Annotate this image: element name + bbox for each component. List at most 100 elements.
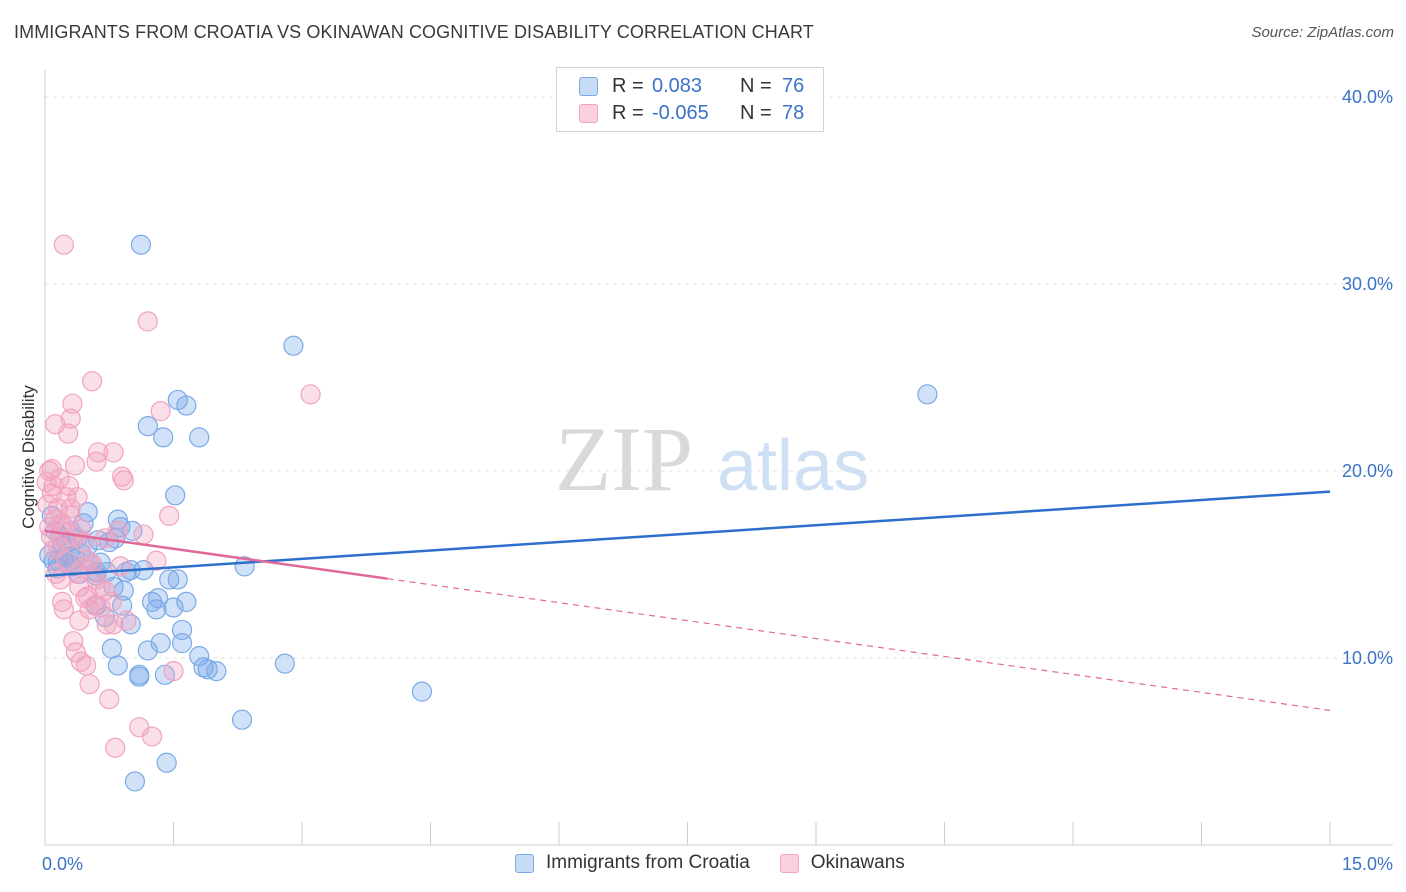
data-point (129, 664, 150, 685)
trend-lines (44, 490, 1331, 711)
data-point (113, 470, 134, 491)
data-point (124, 771, 146, 792)
legend-row-okinawans: R = -0.065 N = 78 (579, 101, 804, 125)
data-point (69, 610, 90, 631)
data-point (70, 518, 92, 540)
data-point (107, 520, 128, 541)
data-point (58, 423, 79, 444)
data-point (116, 610, 137, 631)
data-point (60, 498, 81, 519)
data-point (50, 515, 71, 536)
data-point (67, 487, 88, 508)
data-point (150, 632, 171, 654)
data-point (105, 737, 126, 758)
legend-r-value: -0.065 (652, 101, 709, 124)
data-point (47, 535, 68, 556)
data-point (82, 554, 103, 575)
data-point (76, 655, 97, 676)
grid-lines (45, 96, 1393, 659)
series-okinawans (36, 234, 321, 758)
legend-item-okinawans[interactable]: Okinawans (779, 852, 905, 874)
data-point (96, 614, 117, 635)
legend-n-value: 78 (782, 101, 805, 124)
data-point (176, 591, 197, 613)
y-axis-label: Cognitive Disability (19, 385, 38, 529)
data-point (58, 475, 80, 497)
trend-line-okinawans-extrapolated (387, 578, 1331, 711)
data-point (60, 408, 81, 429)
data-point (137, 311, 158, 332)
data-point (64, 455, 86, 476)
watermark-atlas: atlas (717, 426, 869, 506)
data-point (137, 640, 158, 661)
data-point (150, 401, 171, 422)
legend-label-croatia: Immigrants from Croatia (546, 852, 750, 873)
data-point (171, 632, 193, 654)
stats-legend: R = 0.083 N = 76 R = -0.065 N = 78 (556, 67, 824, 132)
legend-n-label: N = (740, 74, 772, 97)
watermark-zip: ZIP (555, 408, 693, 510)
data-point (300, 384, 321, 405)
data-point (156, 752, 177, 773)
legend-n-label: N = (740, 101, 772, 124)
chart-title: IMMIGRANTS FROM CROATIA VS OKINAWAN COGN… (14, 22, 814, 42)
legend-r-label: R = (612, 101, 644, 124)
data-point (103, 614, 124, 635)
data-point (176, 395, 197, 416)
data-point (41, 459, 62, 480)
watermark: ZIP atlas (555, 408, 869, 510)
series-points (36, 234, 938, 792)
data-point (231, 709, 253, 730)
legend-swatch-okinawans (779, 853, 799, 873)
legend-r-label: R = (612, 74, 644, 97)
legend-item-croatia[interactable]: Immigrants from Croatia (515, 852, 750, 874)
data-point (99, 689, 120, 710)
data-point (94, 580, 116, 601)
data-point (53, 599, 74, 620)
data-point (82, 371, 103, 392)
data-point (153, 427, 174, 448)
legend-n-value: 76 (782, 74, 805, 97)
y-tick-label: 20.0% (1342, 461, 1393, 481)
data-point (159, 505, 180, 526)
data-point (107, 655, 128, 676)
data-point (283, 335, 304, 356)
data-point (88, 442, 109, 463)
data-point (411, 681, 433, 702)
data-point (50, 569, 71, 590)
data-point (147, 588, 169, 609)
data-point (110, 556, 131, 577)
data-point (110, 516, 131, 538)
data-point (163, 597, 184, 618)
data-point (274, 653, 295, 674)
data-point (133, 524, 154, 545)
data-point (141, 726, 163, 747)
y-tick-labels: 10.0% 20.0% 30.0% 40.0% (1342, 87, 1393, 668)
legend-r-value: 0.083 (652, 74, 703, 97)
data-point (137, 416, 158, 437)
source-label: Source: ZipAtlas.com (1251, 24, 1394, 41)
data-point (197, 659, 218, 680)
x-ticks (173, 822, 1331, 845)
data-point (917, 384, 938, 405)
y-tick-label: 10.0% (1342, 648, 1393, 668)
data-point (79, 674, 100, 695)
legend-label-okinawans: Okinawans (810, 852, 905, 873)
x-tick-label-max: 15.0% (1342, 854, 1393, 874)
data-point (206, 660, 227, 682)
data-point (101, 638, 122, 659)
x-tick-label-min: 0.0% (42, 854, 83, 874)
data-point (53, 234, 74, 255)
data-point (103, 442, 124, 463)
data-point (189, 427, 210, 448)
data-point (62, 393, 83, 414)
legend-swatch-okinawans (579, 103, 598, 123)
legend-swatch-croatia (515, 853, 534, 873)
data-point (167, 569, 188, 590)
data-point (52, 591, 73, 613)
data-point (165, 485, 186, 506)
data-point (107, 509, 128, 530)
data-point (159, 569, 180, 590)
data-point (122, 520, 143, 541)
